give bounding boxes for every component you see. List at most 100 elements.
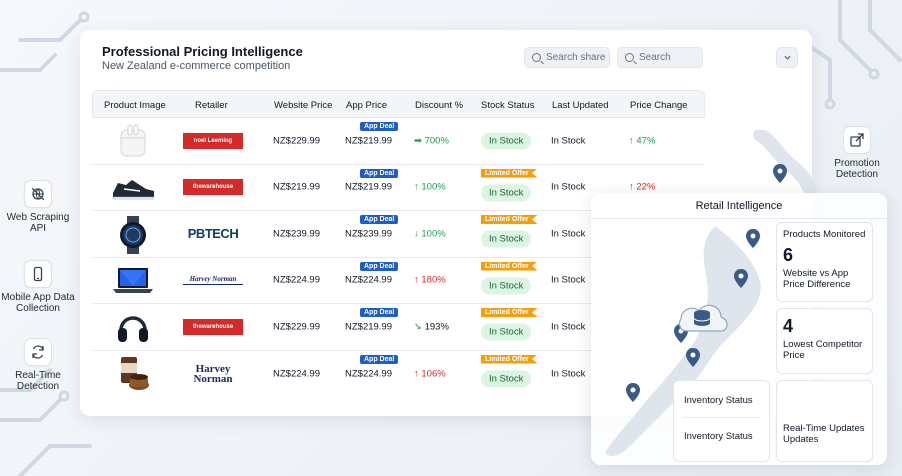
table-row[interactable]: Harvey Norman NZ$224.99 App Deal NZ$224.…	[92, 351, 705, 398]
database-cloud-icon	[678, 304, 728, 332]
earbuds-image	[108, 123, 158, 160]
app-price: NZ$224.99	[345, 274, 393, 286]
stat-label: Lowest Competitor Price	[783, 339, 863, 361]
discount: ↓ 100%	[414, 228, 446, 240]
lowest-competitor-stat: 4 Lowest Competitor Price	[776, 308, 873, 374]
feature-label: Mobile App Data Collection	[1, 292, 75, 314]
app-price: NZ$239.99	[345, 228, 393, 240]
last-updated: In Stock	[551, 228, 586, 240]
limited-offer-badge: Limited Offer	[481, 215, 538, 224]
app-deal-badge: App Deal	[360, 308, 399, 317]
app-price: NZ$224.99	[345, 368, 393, 380]
discount: ➡ 700%	[414, 135, 449, 147]
pricing-table: Product Image Retailer Website Price App…	[92, 90, 705, 397]
app-price: NZ$219.99	[345, 135, 393, 147]
discount: ↑ 180%	[414, 274, 446, 286]
smartwatch-image	[108, 215, 158, 254]
table-row[interactable]: thewarehouse NZ$229.99 App Deal NZ$219.9…	[92, 304, 705, 351]
last-updated: In Stock	[551, 135, 586, 147]
inventory-status-card: Inventory Status Inventory Status	[673, 380, 770, 462]
last-updated: In Stock	[551, 321, 586, 333]
table-row[interactable]: noel Leeming NZ$229.99 App Deal NZ$219.9…	[92, 118, 705, 165]
globe-scan-icon	[24, 180, 52, 208]
feature-mobile-app[interactable]: Mobile App Data Collection	[0, 260, 76, 314]
stock-status-badge: In Stock	[481, 184, 532, 202]
table-row[interactable]: PBTECH NZ$239.99 App Deal NZ$239.99 ↓ 10…	[92, 211, 705, 258]
last-updated: In Stock	[551, 368, 586, 380]
products-monitored-stat: Products Monitored 6 Website vs App Pric…	[776, 222, 873, 302]
divider	[591, 218, 887, 219]
website-price: NZ$229.99	[273, 321, 321, 333]
stock-status-badge: In Stock	[481, 370, 532, 388]
refresh-icon	[24, 338, 52, 366]
feature-promotion-detection[interactable]: Promotion Detection	[826, 126, 888, 180]
stock-status-badge: In Stock	[481, 132, 532, 150]
discount: ↑ 106%	[414, 368, 446, 380]
col-discount[interactable]: Discount %	[415, 100, 464, 111]
page-subtitle: New Zealand e-commerce competition	[102, 60, 291, 72]
laptop-image	[108, 263, 158, 300]
stat-label: Website vs App Price Difference	[783, 268, 851, 290]
nz-map	[605, 226, 761, 457]
col-price-change[interactable]: Price Change	[630, 100, 688, 111]
stat-value: 4	[783, 316, 794, 336]
divider	[682, 417, 761, 418]
limited-offer-badge: Limited Offer	[481, 168, 538, 178]
app-price: NZ$219.99	[345, 321, 393, 333]
website-price: NZ$229.99	[273, 135, 321, 147]
app-deal-badge: App Deal	[360, 261, 399, 271]
col-product-image[interactable]: Product Image	[104, 100, 166, 111]
feature-web-scraping[interactable]: Web Scraping API	[0, 180, 76, 234]
dropdown-button[interactable]	[776, 47, 798, 68]
search-icon	[625, 53, 634, 62]
app-deal-badge: App Deal	[360, 122, 399, 131]
col-last-updated[interactable]: Last Updated	[552, 100, 609, 111]
stat-value: 6	[783, 245, 794, 265]
stock-status-badge: In Stock	[481, 277, 532, 295]
search-share-input[interactable]: Search share	[524, 47, 610, 68]
inventory-label: Inventory Status	[684, 395, 753, 406]
map-pin-icon	[734, 269, 748, 288]
stat-label: Real-Time Updates Updates	[783, 423, 865, 445]
discount: ↑ 100%	[414, 181, 446, 193]
col-app-price[interactable]: App Price	[346, 100, 388, 111]
panel-title: Retail Intelligence	[695, 200, 783, 212]
promotion-label: Promotion Detection	[834, 158, 880, 180]
app-deal-badge: App Deal	[360, 215, 399, 224]
retailer-logo: thewarehouse	[183, 318, 243, 335]
external-link-icon	[843, 126, 871, 154]
limited-offer-badge: Limited Offer	[481, 308, 538, 317]
table-row[interactable]: thewarehouse NZ$219.99 App Deal NZ$219.9…	[92, 165, 705, 211]
feature-label: Real-Time Detection	[15, 370, 61, 392]
feature-real-time[interactable]: Real-Time Detection	[0, 338, 76, 392]
stock-status-badge: In Stock	[481, 323, 532, 341]
price-change: ↑ 47%	[629, 135, 656, 147]
retailer-logo: Harvey Norman	[183, 275, 243, 286]
col-website-price[interactable]: Website Price	[274, 100, 333, 111]
price-change: ↑ 22%	[629, 181, 656, 193]
last-updated: In Stock	[551, 274, 586, 286]
last-updated: In Stock	[551, 181, 586, 193]
retailer-logo: thewarehouse	[183, 179, 243, 196]
table-row[interactable]: Harvey Norman NZ$224.99 App Deal NZ$224.…	[92, 258, 705, 304]
table-header: Product Image Retailer Website Price App…	[92, 90, 705, 118]
retailer-logo: PBTECH	[187, 226, 239, 242]
map-pin-icon	[686, 348, 700, 367]
retailer-logo: Harvey Norman	[193, 362, 233, 385]
search-input[interactable]: Search	[617, 47, 703, 68]
map-pin-icon	[746, 229, 760, 248]
col-stock-status[interactable]: Stock Status	[481, 100, 535, 111]
limited-offer-badge: Limited Offer	[481, 261, 538, 271]
website-price: NZ$224.99	[273, 368, 321, 380]
col-retailer[interactable]: Retailer	[195, 100, 228, 111]
app-deal-badge: App Deal	[360, 168, 399, 178]
feature-label: Web Scraping API	[6, 212, 70, 234]
website-price: NZ$239.99	[273, 228, 321, 240]
website-price: NZ$219.99	[273, 181, 321, 193]
phone-icon	[24, 260, 52, 288]
page-title: Professional Pricing Intelligence	[102, 44, 303, 59]
limited-offer-badge: Limited Offer	[481, 354, 538, 364]
retailer-logo: noel Leeming	[183, 132, 243, 149]
stat-label: Products Monitored	[783, 229, 866, 240]
website-price: NZ$224.99	[273, 274, 321, 286]
